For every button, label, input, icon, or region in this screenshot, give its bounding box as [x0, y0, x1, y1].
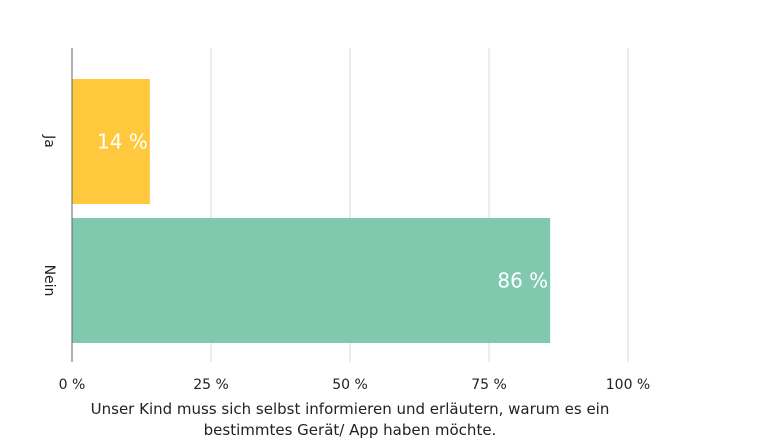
x-tick-labels: 0 % 25 % 50 % 75 % 100 %	[59, 377, 651, 393]
bar-value-label-ja: 14 %	[97, 130, 148, 154]
x-axis-label-line-2: bestimmtes Gerät/ App haben möchte.	[203, 421, 497, 439]
x-axis-label: Unser Kind muss sich selbst informieren …	[60, 399, 640, 441]
category-label-ja: Ja	[41, 134, 57, 148]
x-tick-label-0: 0 %	[59, 377, 86, 393]
x-tick-label-50: 50 %	[332, 377, 368, 393]
x-tick-label-25: 25 %	[193, 377, 229, 393]
bar-labels: 14 % 86 %	[97, 130, 548, 293]
x-tick-label-100: 100 %	[606, 377, 650, 393]
bar-nein	[72, 218, 551, 343]
x-tick-label-75: 75 %	[471, 377, 507, 393]
x-axis-label-line-1: Unser Kind muss sich selbst informieren …	[90, 400, 610, 418]
category-labels: Ja Nein	[41, 134, 57, 296]
bars	[72, 79, 551, 343]
category-label-nein: Nein	[41, 265, 57, 297]
bar-ja	[72, 79, 150, 204]
bar-value-label-nein: 86 %	[497, 269, 548, 293]
